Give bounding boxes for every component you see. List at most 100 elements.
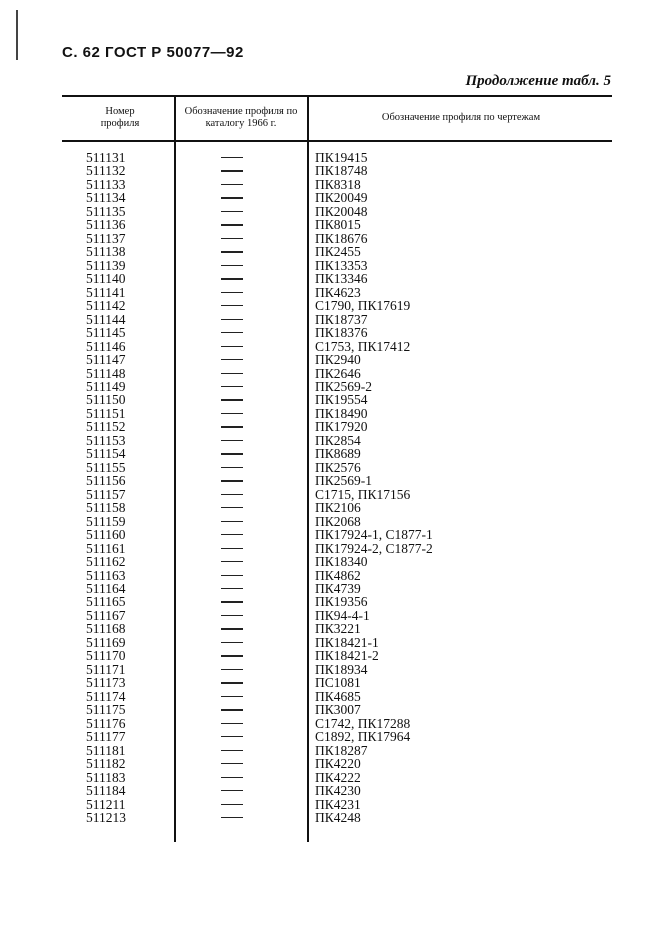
table-row: 511142 С1790, ПК17619 xyxy=(0,299,661,312)
profile-number: 511138 xyxy=(86,244,126,260)
profile-number: 511211 xyxy=(86,796,126,812)
catalog-dash xyxy=(221,641,243,644)
table-row: 511136 ПК8015 xyxy=(0,218,661,231)
catalog-dash xyxy=(221,614,243,617)
table-row: 511132 ПК18748 xyxy=(0,164,661,177)
drawing-designation: ПК4248 xyxy=(315,809,361,825)
profile-number: 511132 xyxy=(86,163,126,179)
drawing-designation: ПК8015 xyxy=(315,217,361,233)
table-row: 511140 ПК13346 xyxy=(0,272,661,285)
catalog-dash xyxy=(221,332,243,334)
table-row: 511150 ПК19554 xyxy=(0,393,661,406)
table-row: 511162 ПК18340 xyxy=(0,555,661,568)
drawing-designation: ПК17924-2, С1877-2 xyxy=(315,540,433,556)
table-row: 511182 ПК4220 xyxy=(0,757,661,770)
scan-margin-mark xyxy=(16,10,18,60)
drawing-designation: ПС1081 xyxy=(315,675,361,691)
profile-number: 511169 xyxy=(86,634,126,650)
catalog-dash xyxy=(221,709,243,711)
profile-number: 511159 xyxy=(86,513,126,529)
table-row: 511144 ПК18737 xyxy=(0,313,661,326)
catalog-dash xyxy=(221,601,243,603)
drawing-designation: ПК2068 xyxy=(315,513,361,529)
profile-number: 511165 xyxy=(86,594,126,610)
catalog-dash xyxy=(221,170,243,172)
catalog-dash xyxy=(221,251,243,253)
drawing-designation: ПК2576 xyxy=(315,459,361,475)
catalog-dash xyxy=(221,359,243,361)
catalog-dash xyxy=(221,264,243,267)
catalog-dash xyxy=(221,588,243,590)
column-divider xyxy=(174,96,176,842)
profile-number: 511163 xyxy=(86,567,126,583)
table-row: 511213 ПК4248 xyxy=(0,811,661,824)
table-row: 511183 ПК4222 xyxy=(0,771,661,784)
drawing-designation: С1892, ПК17964 xyxy=(315,729,411,745)
catalog-dash xyxy=(221,493,243,496)
table-row: 511147 ПК2940 xyxy=(0,353,661,366)
drawing-designation: ПК2455 xyxy=(315,244,361,260)
catalog-dash xyxy=(221,736,243,738)
drawing-designation: ПК8318 xyxy=(315,176,361,192)
profile-number: 511140 xyxy=(86,271,126,287)
drawing-designation: ПК18490 xyxy=(315,405,368,421)
catalog-dash xyxy=(221,790,243,792)
profile-number: 511170 xyxy=(86,648,126,664)
drawing-designation: ПК2940 xyxy=(315,352,361,368)
table-row: 511153 ПК2854 xyxy=(0,434,661,447)
drawing-designation: ПК19415 xyxy=(315,150,368,165)
profile-number: 511181 xyxy=(86,742,126,758)
table-row: 511169 ПК18421-1 xyxy=(0,636,661,649)
catalog-dash xyxy=(221,722,243,724)
profile-number: 511153 xyxy=(86,432,126,448)
table-row: 511139 ПК13353 xyxy=(0,259,661,272)
catalog-dash xyxy=(221,561,243,563)
catalog-dash xyxy=(221,763,243,765)
table-row: 511156 ПК2569-1 xyxy=(0,474,661,487)
table-row: 511167 ПК94-4-1 xyxy=(0,609,661,622)
table-row: 511164 ПК4739 xyxy=(0,582,661,595)
catalog-dash xyxy=(221,574,243,576)
column-header-catalog: Обозначение профиля по каталогу 1966 г. xyxy=(178,106,304,130)
profile-number: 511131 xyxy=(86,150,126,165)
table-header-rule xyxy=(62,140,612,142)
profile-number: 511139 xyxy=(86,257,126,273)
profile-number: 511156 xyxy=(86,473,126,489)
catalog-dash xyxy=(221,210,243,213)
table-row: 511211 ПК4231 xyxy=(0,796,661,812)
drawing-designation: ПК18737 xyxy=(315,311,368,327)
drawing-designation: С1715, ПК17156 xyxy=(315,486,411,502)
drawing-designation: ПК18287 xyxy=(315,742,368,758)
profile-number: 511137 xyxy=(86,230,126,246)
header-text: Обозначение профиля по каталогу 1966 г. xyxy=(184,106,298,129)
profile-number: 511150 xyxy=(86,392,126,408)
table-row: 511161 ПК17924-2, С1877-2 xyxy=(0,542,661,555)
drawing-designation: ПК20048 xyxy=(315,203,368,219)
profile-number: 511161 xyxy=(86,540,126,556)
profile-number: 511176 xyxy=(86,715,126,731)
catalog-dash xyxy=(221,439,243,442)
catalog-dash xyxy=(221,655,243,657)
drawing-designation: ПК13353 xyxy=(315,257,368,273)
table-row: 511177 С1892, ПК17964 xyxy=(0,730,661,743)
column-header-drawings: Обозначение профиля по чертежам xyxy=(310,112,612,124)
table-row: 511165 ПК19356 xyxy=(0,595,661,608)
profile-number: 511184 xyxy=(86,783,126,799)
profile-number: 511160 xyxy=(86,527,126,543)
catalog-dash xyxy=(221,547,243,549)
catalog-dash xyxy=(221,534,243,536)
table-row: 511171 ПК18934 xyxy=(0,663,661,676)
drawing-designation: ПК4230 xyxy=(315,783,361,799)
profile-number: 511147 xyxy=(86,352,126,368)
catalog-dash xyxy=(221,453,243,455)
profile-number: 511142 xyxy=(86,298,126,314)
drawing-designation: ПК18421-1 xyxy=(315,634,379,650)
drawing-designation: ПК20049 xyxy=(315,190,368,206)
catalog-dash xyxy=(221,237,243,240)
catalog-dash xyxy=(221,372,243,374)
profile-number: 511182 xyxy=(86,756,126,772)
drawing-designation: ПК18748 xyxy=(315,163,368,179)
table-row: 511151 ПК18490 xyxy=(0,407,661,420)
table-row: 511176 С1742, ПК17288 xyxy=(0,717,661,730)
drawing-designation: ПК18421-2 xyxy=(315,648,379,664)
